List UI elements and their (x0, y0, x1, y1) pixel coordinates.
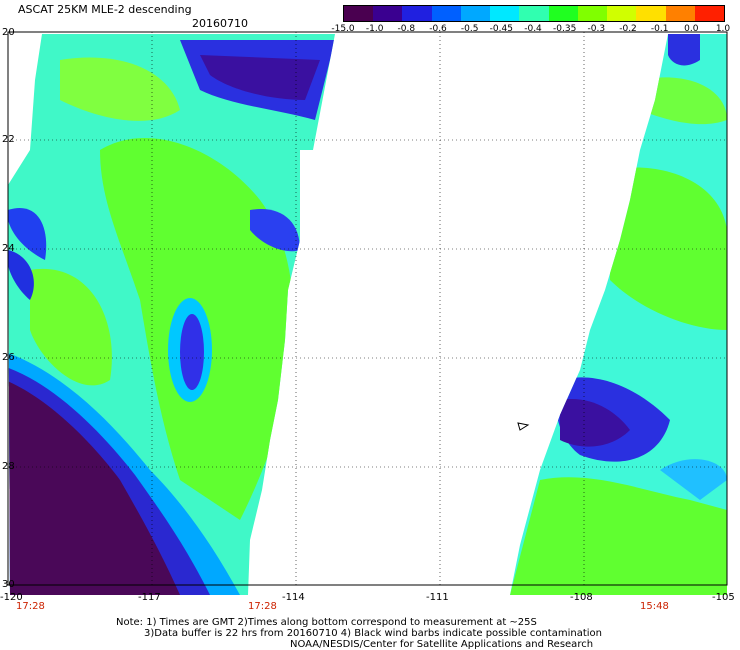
colorbar-label: -0.8 (397, 24, 416, 34)
colorbar-segment-7 (548, 6, 578, 21)
y-tick-26: 26 (2, 352, 15, 363)
x-tick-120: -120 (0, 592, 23, 603)
grid (8, 32, 727, 585)
colorbar-segment-0 (344, 6, 374, 21)
x-tick-114: -114 (282, 592, 305, 603)
plot-frame (7, 31, 728, 586)
map-date: 20160710 (192, 17, 248, 30)
swath-left (8, 34, 335, 595)
x-tick-117: -117 (138, 592, 161, 603)
note-line-3: NOAA/NESDIS/Center for Satellite Applica… (290, 639, 594, 650)
y-tick-24: 24 (2, 243, 15, 254)
colorbar-segment-6 (519, 6, 549, 21)
x-tick-108: -108 (570, 592, 593, 603)
y-tick-30: 30 (2, 579, 15, 590)
colorbar-segment-5 (490, 6, 520, 21)
colorbar-label: -0.2 (619, 24, 637, 34)
colorbar-segment-3 (431, 6, 461, 21)
colorbar-label: -0.4 (524, 24, 542, 34)
map-title: ASCAT 25KM MLE-2 descending (18, 3, 192, 16)
colorbar-label: 1.0 (715, 24, 731, 34)
colorbar-label: -0.5 (460, 24, 479, 34)
colorbar-label: -0.45 (489, 24, 513, 34)
colorbar-segment-2 (402, 6, 432, 21)
colorbar-segment-12 (694, 6, 725, 21)
swath-right (510, 34, 727, 595)
colorbar-label: -0.35 (553, 24, 577, 34)
colorbar-label: 0.0 (684, 24, 699, 34)
colorbar-label: -0.1 (650, 24, 669, 34)
colorbar-segment-8 (577, 6, 608, 21)
time-left: 17:28 (16, 601, 45, 612)
time-right: 15:48 (640, 601, 669, 612)
colorbar-label: -0.3 (587, 24, 606, 34)
note-line-2: 3)Data buffer is 22 hrs from 20160710 4)… (144, 628, 602, 639)
colorbar (343, 5, 725, 22)
note-line-1: Note: 1) Times are GMT 2)Times along bot… (116, 617, 537, 628)
x-tick-105: -105 (712, 592, 735, 603)
y-tick-20: 20 (2, 27, 15, 38)
colorbar-segment-9 (607, 6, 637, 21)
colorbar-segment-1 (373, 6, 403, 21)
time-middle: 17:28 (248, 601, 277, 612)
colorbar-label: -0.6 (429, 24, 447, 34)
colorbar-segment-11 (665, 6, 695, 21)
colorbar-segment-4 (460, 6, 491, 21)
wind-barb-icon (517, 422, 530, 431)
x-tick-111: -111 (426, 592, 449, 603)
y-tick-22: 22 (2, 134, 15, 145)
colorbar-label: -15.0 (331, 24, 355, 34)
colorbar-segment-10 (636, 6, 666, 21)
colorbar-label: -1.0 (365, 24, 384, 34)
y-tick-28: 28 (2, 461, 15, 472)
